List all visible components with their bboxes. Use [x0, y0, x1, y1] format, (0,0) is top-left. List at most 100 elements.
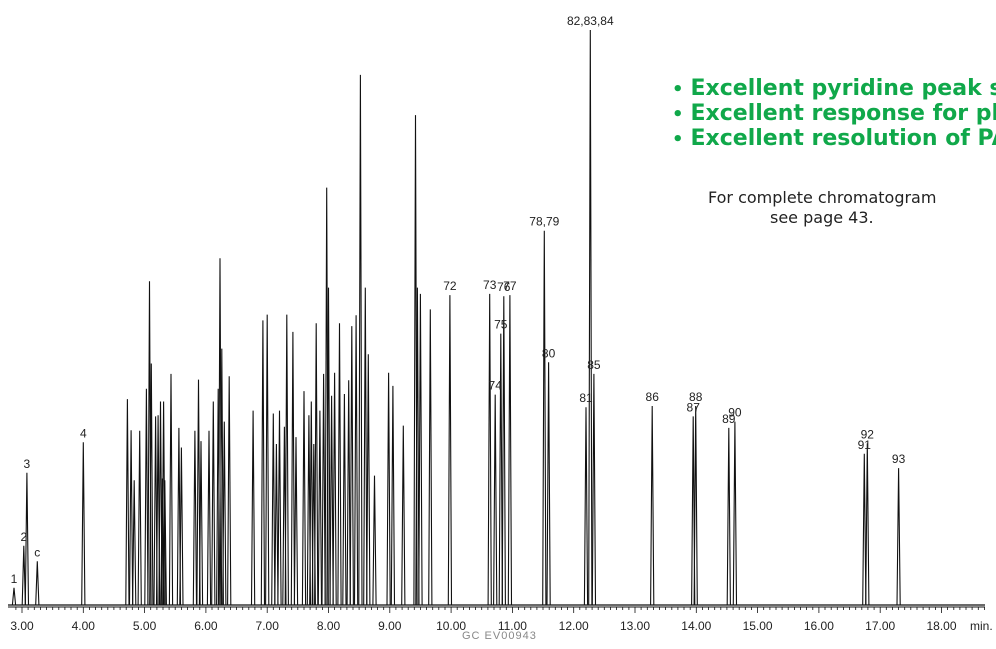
chromatogram-peak — [271, 413, 276, 606]
chromatogram-peak — [274, 443, 279, 606]
peak-label: 89 — [722, 412, 736, 426]
peak-label: 81 — [579, 391, 593, 405]
x-tick-label: 11.00 — [498, 619, 527, 633]
chromatogram-peak — [222, 421, 227, 606]
chromatogram-peak-labeled — [591, 373, 597, 606]
chromatogram-peak — [346, 380, 351, 606]
x-tick-label: 16.00 — [804, 619, 834, 633]
x-tick-label: 8.00 — [317, 619, 341, 633]
chromatogram-peak-labeled — [726, 427, 731, 606]
chromatogram-peak — [179, 447, 184, 606]
chromatogram-peak — [132, 480, 137, 606]
chromatogram-peak — [321, 373, 326, 606]
chromatogram-peak — [401, 425, 406, 606]
chromatogram-peak — [301, 391, 307, 606]
peak-label: 2 — [20, 530, 27, 544]
chromatogram-peak-labeled — [507, 295, 513, 606]
peak-label: 4 — [80, 426, 87, 440]
chromatogram-peak — [137, 430, 142, 606]
chromatogram-peak-labeled — [21, 545, 26, 606]
x-tick-label: 12.00 — [559, 619, 589, 633]
chromatogram-peak — [128, 430, 134, 606]
chromatogram-peak — [332, 372, 337, 606]
peak-label: 74 — [489, 379, 503, 393]
peak-label: 73 — [483, 278, 497, 292]
x-tick-label: 4.00 — [72, 619, 96, 633]
chromatogram-peak — [386, 372, 391, 606]
figure-code: GC EV00943 — [462, 630, 537, 642]
chromatogram-peak — [149, 363, 154, 606]
peak-label: 92 — [861, 427, 875, 441]
chromatogram-peak-labeled — [896, 468, 901, 606]
chromatogram-peak-labeled — [81, 442, 86, 606]
x-tick-label: 3.00 — [10, 619, 34, 633]
chromatogram-peak — [314, 323, 319, 606]
chromatogram-peak-labeled — [493, 394, 498, 606]
chromatogram-peak-labeled — [693, 405, 698, 606]
chromatogram-peak — [196, 379, 201, 606]
chromatogram-peak-labeled — [732, 421, 738, 606]
callout-list: •Excellent pyridine peak shape •Excellen… — [672, 76, 996, 151]
chromatogram-peak — [317, 410, 323, 606]
chromatogram-peak — [353, 315, 359, 606]
note-line-1: For complete chromatogram — [708, 188, 937, 207]
chromatogram-peak-labeled — [588, 29, 593, 606]
chromatogram-peak-labeled — [650, 405, 655, 606]
chromatogram-peak — [358, 74, 363, 606]
x-tick-label: 18.00 — [926, 619, 956, 633]
time-axis: 3.00 4.00 5.00 6.00 7.00 8.00 9.00 10.00 11.00 12… — [8, 606, 993, 633]
chromatogram-peak — [390, 385, 396, 606]
chromatogram-peak-labeled — [498, 333, 503, 606]
peak-label: 75 — [494, 318, 508, 332]
chromatogram-peak — [290, 331, 296, 606]
x-tick-label: 7.00 — [256, 619, 280, 633]
chromatogram-peak — [372, 475, 377, 606]
chromatogram-peak-labeled — [542, 230, 547, 606]
callout-item: •Excellent response for phenols — [672, 101, 996, 126]
peak-label: c — [34, 545, 40, 559]
peak-label: 91 — [858, 438, 872, 452]
x-tick-label: 9.00 — [378, 619, 402, 633]
chromatogram-peak — [162, 480, 167, 606]
chromatogram-peak — [349, 326, 354, 606]
page-reference-note: For complete chromatogram see page 43. — [708, 188, 996, 228]
chromatogram-peak — [161, 401, 166, 606]
peak-label: 93 — [892, 452, 906, 466]
chromatogram-peak — [337, 323, 342, 606]
chromatogram-peak-labeled — [447, 295, 453, 606]
chromatogram-peak-labeled — [546, 362, 551, 606]
x-tick-label: 15.00 — [743, 619, 773, 633]
peak-label: 87 — [687, 400, 701, 414]
chromatogram-peak-labeled — [487, 293, 492, 606]
callout-text: Excellent resolution of PAHs — [690, 126, 996, 151]
chromatogram-peak — [366, 354, 371, 606]
x-axis-label: min. — [970, 619, 993, 633]
chromatogram-peak — [227, 376, 232, 606]
peak-label: 90 — [728, 406, 742, 420]
chromatogram-peak — [125, 399, 130, 606]
peak-label: 85 — [587, 358, 601, 372]
chromatogram-peak-labeled — [583, 407, 589, 606]
chromatogram-peak — [277, 410, 282, 606]
chromatogram-peak — [198, 441, 204, 606]
chromatogram-peak-labeled — [11, 587, 17, 606]
chromatogram-peak — [168, 373, 174, 606]
chromatogram-trace-layer — [8, 29, 985, 606]
chromatogram-peak — [428, 309, 433, 606]
peak-label: 77 — [503, 279, 517, 293]
chromatogram-peak-labeled — [24, 472, 30, 606]
chromatogram-peak-labeled — [862, 453, 867, 606]
chromatogram-peak — [265, 314, 270, 606]
peak-label: 88 — [689, 390, 703, 404]
chromatogram-peak — [211, 401, 216, 606]
peak-label: 1 — [11, 572, 18, 586]
chromatogram-peak-labeled — [35, 561, 40, 606]
chromatogram-peak — [415, 287, 420, 606]
chromatogram-peak — [326, 287, 331, 606]
x-tick-label: 17.00 — [865, 619, 895, 633]
chromatogram-peak — [363, 287, 368, 606]
chromatogram-peak — [329, 395, 334, 606]
chromatogram-peak — [206, 430, 212, 606]
chromatogram-peak — [260, 320, 266, 606]
